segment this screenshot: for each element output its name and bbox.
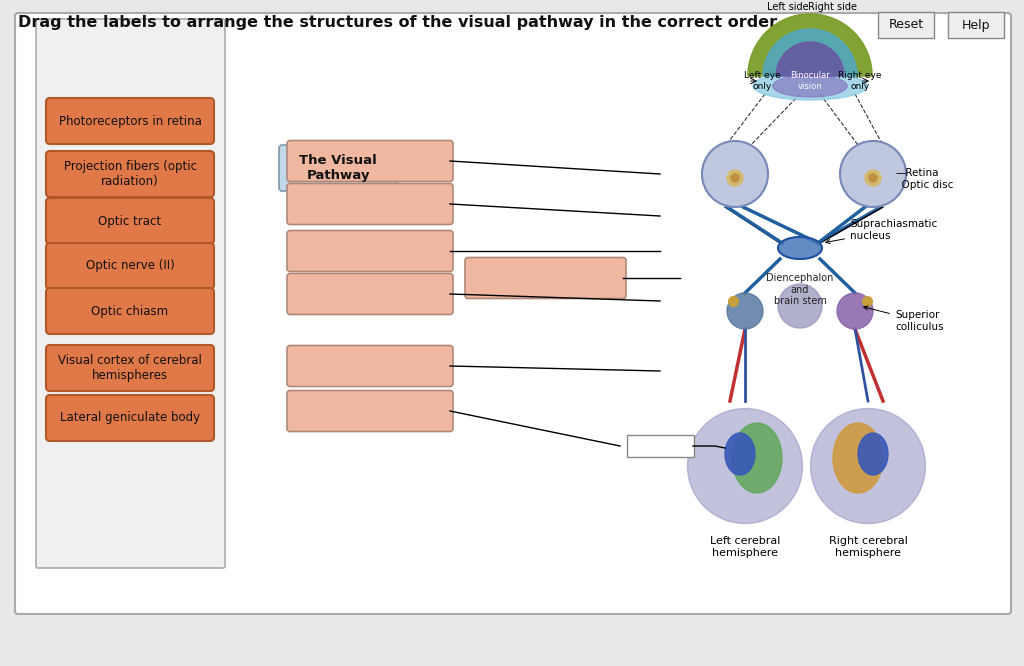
Text: The Visual
Pathway: The Visual Pathway [299, 154, 377, 182]
Wedge shape [776, 42, 844, 76]
FancyBboxPatch shape [287, 346, 453, 386]
FancyBboxPatch shape [948, 12, 1004, 38]
Text: Superior
colliculus: Superior colliculus [864, 306, 944, 332]
Text: Help: Help [962, 19, 990, 31]
Text: Right eye
only: Right eye only [839, 71, 882, 91]
FancyBboxPatch shape [46, 151, 214, 197]
Ellipse shape [773, 75, 847, 97]
Circle shape [702, 141, 768, 207]
FancyBboxPatch shape [287, 141, 453, 182]
Ellipse shape [725, 433, 755, 475]
Ellipse shape [811, 408, 926, 523]
FancyBboxPatch shape [46, 198, 214, 244]
Ellipse shape [858, 433, 888, 475]
FancyBboxPatch shape [46, 98, 214, 144]
FancyBboxPatch shape [36, 19, 225, 568]
Text: Left eye
only: Left eye only [743, 71, 780, 91]
Text: Diencephalon
and
brain stem: Diencephalon and brain stem [766, 273, 834, 306]
Text: Right cerebral
hemisphere: Right cerebral hemisphere [828, 536, 907, 557]
Circle shape [778, 284, 822, 328]
Text: Suprachiasmatic
nucleus: Suprachiasmatic nucleus [825, 219, 937, 244]
Circle shape [840, 141, 906, 207]
Circle shape [837, 293, 873, 329]
Circle shape [731, 174, 739, 182]
Circle shape [865, 170, 881, 186]
FancyBboxPatch shape [46, 243, 214, 289]
Ellipse shape [687, 408, 803, 523]
Text: Reset: Reset [889, 19, 924, 31]
Text: Combined Visual Field: Combined Visual Field [741, 0, 879, 2]
FancyBboxPatch shape [878, 12, 934, 38]
Text: Photoreceptors in retina: Photoreceptors in retina [58, 115, 202, 127]
FancyBboxPatch shape [287, 390, 453, 432]
Ellipse shape [732, 423, 782, 493]
Text: Visual cortex of cerebral
hemispheres: Visual cortex of cerebral hemispheres [58, 354, 202, 382]
FancyBboxPatch shape [287, 230, 453, 272]
FancyBboxPatch shape [46, 395, 214, 441]
Text: Left cerebral
hemisphere: Left cerebral hemisphere [710, 536, 780, 557]
FancyBboxPatch shape [287, 184, 453, 224]
FancyBboxPatch shape [287, 274, 453, 314]
Text: Optic chiasm: Optic chiasm [91, 304, 169, 318]
FancyBboxPatch shape [279, 145, 397, 191]
Text: Optic tract: Optic tract [98, 214, 162, 228]
FancyBboxPatch shape [15, 13, 1011, 614]
Circle shape [727, 293, 763, 329]
Text: Binocular
vision: Binocular vision [791, 71, 829, 91]
Text: Lateral geniculate body: Lateral geniculate body [60, 412, 200, 424]
FancyBboxPatch shape [627, 435, 694, 457]
Text: —Retina
  Optic disc: —Retina Optic disc [895, 168, 953, 190]
Text: Projection fibers (optic
radiation): Projection fibers (optic radiation) [63, 160, 197, 188]
Ellipse shape [778, 237, 822, 259]
FancyBboxPatch shape [46, 288, 214, 334]
FancyBboxPatch shape [465, 258, 626, 298]
Wedge shape [748, 14, 872, 76]
Ellipse shape [833, 423, 883, 493]
Ellipse shape [753, 72, 867, 100]
Text: Left side: Left side [767, 2, 809, 12]
Circle shape [727, 170, 743, 186]
Circle shape [869, 174, 877, 182]
FancyBboxPatch shape [46, 345, 214, 391]
Text: Drag the labels to arrange the structures of the visual pathway in the correct o: Drag the labels to arrange the structure… [18, 15, 781, 30]
Text: Right side: Right side [808, 2, 856, 12]
Text: Optic nerve (II): Optic nerve (II) [86, 260, 174, 272]
Wedge shape [748, 14, 872, 76]
Wedge shape [763, 29, 857, 76]
